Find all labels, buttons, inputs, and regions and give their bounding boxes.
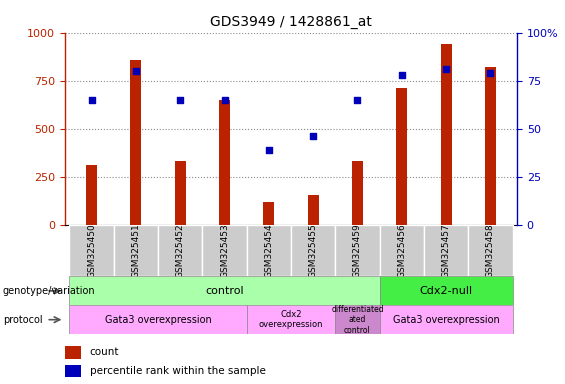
Text: GSM325450: GSM325450 — [87, 223, 96, 278]
Point — [308, 133, 318, 139]
Bar — [468, 225, 512, 276]
Text: Gata3 overexpression: Gata3 overexpression — [105, 314, 211, 325]
Text: Cdx2
overexpression: Cdx2 overexpression — [259, 310, 323, 329]
Bar — [131, 60, 141, 225]
Text: GSM325451: GSM325451 — [132, 223, 140, 278]
Point — [442, 66, 451, 72]
Point — [87, 97, 96, 103]
Point — [264, 147, 273, 153]
Bar — [65, 365, 81, 377]
Text: percentile rank within the sample: percentile rank within the sample — [90, 366, 266, 376]
Text: GSM325453: GSM325453 — [220, 223, 229, 278]
Point — [353, 97, 362, 103]
Title: GDS3949 / 1428861_at: GDS3949 / 1428861_at — [210, 15, 372, 29]
Text: GSM325452: GSM325452 — [176, 223, 185, 278]
Text: genotype/variation: genotype/variation — [3, 286, 95, 296]
Text: differentiated
ated
control: differentiated ated control — [331, 305, 384, 334]
Bar — [69, 276, 380, 305]
Bar — [114, 225, 158, 276]
Text: count: count — [90, 348, 119, 358]
Text: GSM325457: GSM325457 — [442, 223, 450, 278]
Bar — [175, 161, 186, 225]
Text: protocol: protocol — [3, 314, 42, 325]
Bar — [263, 202, 275, 225]
Bar — [485, 67, 496, 225]
Text: GSM325454: GSM325454 — [264, 223, 273, 278]
Text: control: control — [205, 286, 244, 296]
Bar — [219, 100, 230, 225]
Text: Cdx2-null: Cdx2-null — [419, 286, 473, 296]
Point — [397, 72, 406, 78]
Bar — [69, 305, 247, 334]
Bar — [380, 276, 512, 305]
Bar — [335, 305, 380, 334]
Bar — [380, 225, 424, 276]
Point — [486, 70, 495, 76]
Bar — [307, 195, 319, 225]
Text: GSM325455: GSM325455 — [308, 223, 318, 278]
Point — [176, 97, 185, 103]
Bar — [441, 44, 451, 225]
Text: GSM325459: GSM325459 — [353, 223, 362, 278]
Bar — [247, 225, 291, 276]
Bar — [291, 225, 335, 276]
Bar — [352, 161, 363, 225]
Bar — [335, 225, 380, 276]
Bar — [86, 165, 97, 225]
Bar — [247, 305, 335, 334]
Text: GSM325458: GSM325458 — [486, 223, 495, 278]
Point — [220, 97, 229, 103]
Text: Gata3 overexpression: Gata3 overexpression — [393, 314, 499, 325]
Bar — [65, 346, 81, 359]
Bar — [202, 225, 247, 276]
Bar — [69, 225, 114, 276]
Bar — [380, 305, 512, 334]
Point — [131, 68, 140, 74]
Text: GSM325456: GSM325456 — [397, 223, 406, 278]
Bar — [396, 88, 407, 225]
Bar — [158, 225, 202, 276]
Bar — [424, 225, 468, 276]
